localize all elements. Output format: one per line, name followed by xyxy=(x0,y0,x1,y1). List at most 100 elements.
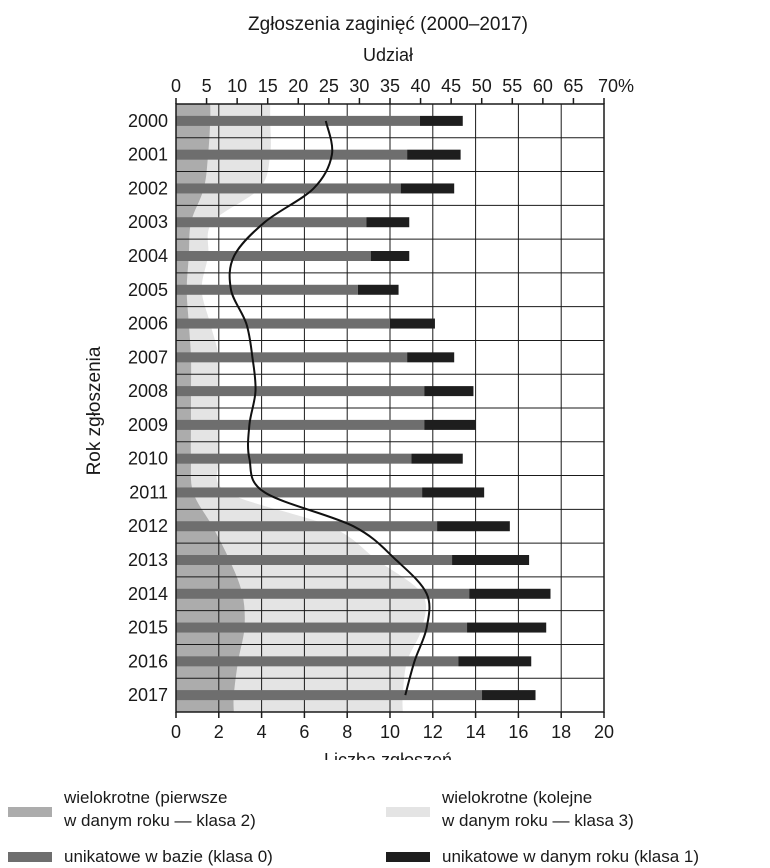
bar-class-1 xyxy=(400,183,455,194)
top-tick-label: 10 xyxy=(227,76,247,96)
top-tick-label: 40 xyxy=(411,76,431,96)
bar-class-1 xyxy=(452,555,530,565)
line-layer xyxy=(228,120,431,696)
x-tick-label: 6 xyxy=(299,722,309,742)
top-tick-label: 50 xyxy=(472,76,492,96)
bar-class-1 xyxy=(469,588,551,599)
top-tick-label: 20 xyxy=(288,76,308,96)
legend-swatch-class-1 xyxy=(386,852,430,862)
top-tick-label: 5 xyxy=(202,76,212,96)
top-tick-label: 35 xyxy=(380,76,400,96)
x-tick-label: 14 xyxy=(466,722,486,742)
x-tick-label: 4 xyxy=(257,722,267,742)
legend-item-class-2: wielokrotne (pierwsze w danym roku — kla… xyxy=(8,786,256,832)
bar-class-1 xyxy=(419,115,463,126)
bar-class-1 xyxy=(407,149,461,160)
bar-class-1 xyxy=(482,690,536,701)
legend-item-class-1: unikatowe w danym roku (klasa 1) xyxy=(386,845,699,868)
bar-class-0 xyxy=(176,251,371,261)
y-tick-label: 2000 xyxy=(128,111,168,131)
bar-class-0 xyxy=(176,318,390,329)
y-tick-label: 2005 xyxy=(128,280,168,300)
bar-class-1 xyxy=(390,318,435,329)
x-tick-label: 8 xyxy=(342,722,352,742)
top-tick-label: 70% xyxy=(598,76,634,96)
bar-class-1 xyxy=(424,419,476,430)
x-tick-label: 16 xyxy=(508,722,528,742)
y-tick-label: 2015 xyxy=(128,618,168,638)
y-tick-label: 2014 xyxy=(128,584,168,604)
y-tick-label: 2016 xyxy=(128,651,168,671)
top-tick-label: 45 xyxy=(441,76,461,96)
legend-item-class-3: wielokrotne (kolejne w danym roku — klas… xyxy=(386,786,634,832)
top-tick-label: 65 xyxy=(563,76,583,96)
y-tick-label: 2010 xyxy=(128,449,168,469)
y-tick-label: 2009 xyxy=(128,415,168,435)
bar-class-1 xyxy=(357,284,399,295)
y-tick-label: 2006 xyxy=(128,314,168,334)
top-tick-label: 30 xyxy=(349,76,369,96)
bar-class-1 xyxy=(407,352,455,363)
top-tick-label: 60 xyxy=(533,76,553,96)
x-tick-label: 2 xyxy=(214,722,224,742)
x-tick-label: 12 xyxy=(423,722,443,742)
x-tick-label: 20 xyxy=(594,722,614,742)
bar-layer xyxy=(176,115,551,701)
bar-class-0 xyxy=(176,115,420,126)
bar-class-1 xyxy=(411,453,463,464)
bar-class-0 xyxy=(176,656,459,667)
chart-title: Zgłoszenia zaginięć (2000–2017) xyxy=(248,14,528,35)
top-tick-label: 25 xyxy=(319,76,339,96)
y-tick-label: 2013 xyxy=(128,550,168,570)
bar-class-0 xyxy=(176,284,358,295)
y-tick-label: 2007 xyxy=(128,347,168,367)
bar-class-1 xyxy=(458,656,532,667)
bar-class-0 xyxy=(176,183,401,194)
y-tick-label: 2004 xyxy=(128,246,168,266)
bar-class-1 xyxy=(437,521,510,532)
share-line xyxy=(228,120,431,696)
top-axis-title: Udział xyxy=(363,45,413,65)
bar-class-0 xyxy=(176,690,483,701)
top-tick-label: 0 xyxy=(171,76,181,96)
bar-class-1 xyxy=(424,386,474,397)
y-tick-label: 2008 xyxy=(128,381,168,401)
chart: Zgłoszenia zaginięć (2000–2017) Udział 0… xyxy=(84,14,634,760)
x-tick-label: 18 xyxy=(551,722,571,742)
bar-class-0 xyxy=(176,453,412,464)
bar-class-0 xyxy=(176,487,423,498)
legend-item-class-0: unikatowe w bazie (klasa 0) xyxy=(8,845,273,868)
legend-label-class-3: wielokrotne (kolejne w danym roku — klas… xyxy=(442,788,634,830)
top-tick-label: 55 xyxy=(502,76,522,96)
x-axis-title: Liczba zgłoszeń xyxy=(324,750,452,760)
bar-class-0 xyxy=(176,622,468,633)
y-axis-title: Rok zgłoszenia xyxy=(84,346,105,475)
legend-label-class-2: wielokrotne (pierwsze w danym roku — kla… xyxy=(64,788,256,830)
legend-label-class-1: unikatowe w danym roku (klasa 1) xyxy=(442,847,700,866)
bar-class-0 xyxy=(176,217,367,228)
bar-class-0 xyxy=(176,352,408,363)
bar-class-1 xyxy=(422,487,485,498)
y-tick-label: 2003 xyxy=(128,212,168,232)
y-tick-label: 2011 xyxy=(129,482,168,502)
bar-class-0 xyxy=(176,555,453,565)
bar-class-0 xyxy=(176,419,425,430)
bar-class-0 xyxy=(176,588,470,599)
axes-frame xyxy=(175,98,605,718)
x-tick-label: 10 xyxy=(380,722,400,742)
y-tick-label: 2012 xyxy=(128,516,168,536)
y-tick-label: 2017 xyxy=(128,685,168,705)
bar-class-1 xyxy=(467,622,547,633)
legend-label-class-0: unikatowe w bazie (klasa 0) xyxy=(64,847,273,866)
legend-swatch-class-3 xyxy=(386,807,430,817)
y-tick-label: 2001 xyxy=(128,145,168,165)
bar-class-0 xyxy=(176,386,425,397)
tick-labels: 0 2 4 6 8 10 12 14 16 18 200 5 10 15 20 25 30 35 40 45 50 55 6… xyxy=(128,76,634,742)
top-tick-label: 15 xyxy=(258,76,278,96)
x-tick-label: 0 xyxy=(171,722,181,742)
bar-class-0 xyxy=(176,149,408,160)
legend-swatch-class-0 xyxy=(8,852,52,862)
bar-class-1 xyxy=(370,251,410,261)
legend-swatch-class-2 xyxy=(8,807,52,817)
bar-class-0 xyxy=(176,521,438,532)
